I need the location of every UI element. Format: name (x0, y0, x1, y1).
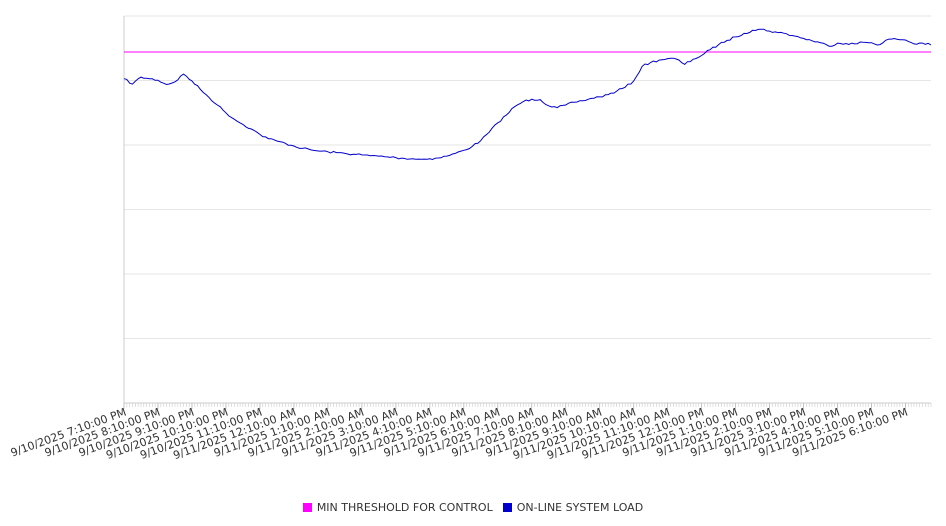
x-tick-labels: 9/10/2025 7:10:00 PM9/10/2025 8:10:00 PM… (9, 403, 910, 462)
load-line (123, 28, 932, 161)
legend-label-threshold: MIN THRESHOLD FOR CONTROL (316, 500, 493, 514)
legend-label-load: ON-LINE SYSTEM LOAD (516, 500, 644, 514)
legend-item-threshold[interactable]: MIN THRESHOLD FOR CONTROL (302, 500, 493, 514)
legend-swatch-load (502, 502, 512, 512)
legend-swatch-threshold (302, 502, 312, 512)
series-layer (123, 28, 932, 161)
axes (123, 16, 932, 407)
legend-item-load[interactable]: ON-LINE SYSTEM LOAD (502, 500, 644, 514)
legend: MIN THRESHOLD FOR CONTROL ON-LINE SYSTEM… (0, 499, 946, 515)
gridlines (124, 15, 931, 404)
